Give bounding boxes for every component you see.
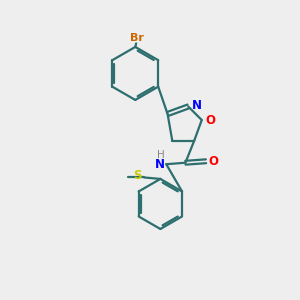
Text: O: O xyxy=(205,113,215,127)
Text: N: N xyxy=(192,98,202,112)
Text: H: H xyxy=(157,150,165,161)
Text: N: N xyxy=(155,158,165,171)
Text: O: O xyxy=(208,155,218,168)
Text: Br: Br xyxy=(130,32,144,43)
Text: S: S xyxy=(133,169,142,182)
